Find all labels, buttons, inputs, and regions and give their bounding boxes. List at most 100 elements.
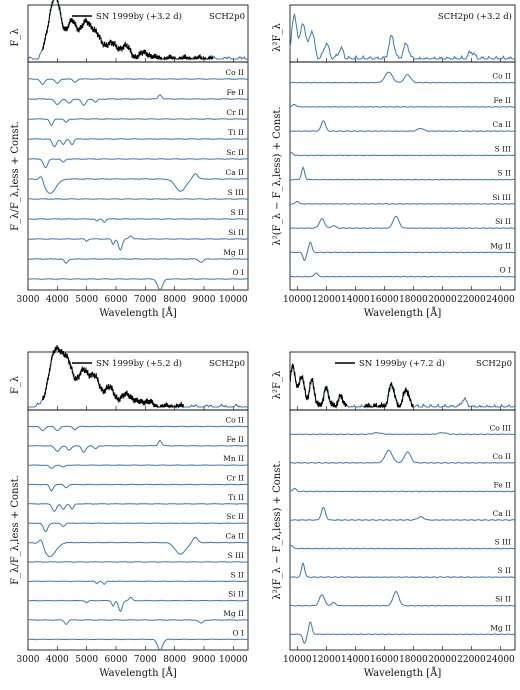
x-tick-label: 3000	[17, 295, 40, 305]
x-axis-label: Wavelength [Å]	[99, 667, 177, 679]
legend-model-label: SCH2p0	[209, 359, 245, 369]
ion-line	[289, 103, 515, 108]
x-tick-label: 4000	[46, 295, 69, 305]
x-tick-label: 9000	[193, 655, 216, 665]
ion-label: Si II	[495, 217, 511, 226]
ion-label: S II	[231, 570, 244, 579]
ion-label: O I	[500, 266, 512, 275]
bottom-axes-frame	[289, 61, 516, 291]
ion-line	[28, 638, 249, 651]
ion-line	[28, 580, 249, 585]
ion-label: Cr II	[226, 474, 244, 483]
legend-model-label: SCH2p0	[209, 12, 245, 22]
ion-line	[28, 596, 249, 612]
x-tick-label: 24000	[486, 295, 515, 305]
ion-label: S II	[231, 208, 244, 217]
ion-line	[289, 272, 515, 278]
x-axis-label: Wavelength [Å]	[364, 667, 442, 679]
x-tick-label: 5000	[75, 655, 98, 665]
ion-line	[289, 152, 515, 157]
ion-label: S II	[498, 169, 511, 178]
ion-label: Sc II	[226, 148, 244, 157]
legend-observed-label: SN 1999by (+3.2 d)	[96, 11, 182, 22]
ion-line	[27, 483, 248, 492]
ion-label: S III	[495, 144, 511, 153]
x-tick-label: 8000	[163, 655, 186, 665]
x-tick-label: 10000	[283, 655, 312, 665]
top-y-axis-label: F_λ	[10, 28, 21, 47]
x-tick-label: 7000	[134, 655, 157, 665]
x-tick-label: 4000	[46, 655, 69, 665]
observed-spectrum-line	[289, 363, 348, 409]
observed-spectrum-line	[364, 382, 414, 409]
top-y-axis-label: λ²F_λ	[272, 23, 283, 52]
legend-model-label: SCH2p0 (+3.2 d)	[438, 11, 512, 22]
x-tick-label: 20000	[428, 295, 457, 305]
model-spectrum-line	[28, 346, 249, 408]
x-tick-label: 14000	[341, 655, 370, 665]
bottom-y-axis-label: λ²(F_λ − F_λ,less) + Const.	[272, 460, 283, 599]
ion-line	[289, 561, 515, 579]
ion-line	[290, 431, 515, 436]
ion-line	[28, 94, 249, 106]
ion-line	[289, 506, 515, 522]
ion-label: Fe II	[226, 435, 244, 444]
ion-line	[27, 258, 249, 264]
legend: SCH2p0 (+3.2 d)	[438, 11, 512, 22]
ion-line	[27, 173, 249, 194]
ion-line	[27, 118, 249, 126]
x-tick-label: 18000	[399, 655, 428, 665]
ion-line	[290, 120, 515, 133]
ion-line	[289, 621, 515, 645]
x-axis-label: Wavelength [Å]	[99, 307, 177, 319]
ion-label: Ca II	[492, 509, 511, 518]
x-tick-label: 18000	[399, 295, 428, 305]
ion-label: Mg II	[223, 609, 244, 618]
ion-line	[28, 278, 248, 291]
x-tick-label: 8000	[163, 295, 186, 305]
ion-label: S III	[228, 551, 244, 560]
ion-line	[27, 439, 249, 453]
observed-spectrum-line	[42, 345, 184, 409]
legend-observed-label: SN 1999by (+5.2 d)	[96, 358, 182, 369]
x-tick-label: 22000	[457, 655, 486, 665]
ion-label: S II	[498, 566, 511, 575]
ion-label: Mg II	[490, 241, 511, 250]
bottom-y-axis-label: λ²(F_λ − F_λ,less) + Const.	[272, 106, 283, 245]
ion-line	[289, 71, 515, 84]
observed-spectrum-line	[42, 0, 214, 61]
x-tick-label: 3000	[17, 655, 40, 665]
bottom-axes-frame	[289, 409, 516, 651]
ion-line	[27, 536, 249, 558]
ion-label: Sc II	[226, 512, 244, 521]
x-tick-label: 22000	[457, 295, 486, 305]
x-tick-label: 20000	[428, 655, 457, 665]
ion-label: O I	[233, 628, 245, 637]
ion-label: Co II	[492, 452, 511, 461]
legend-model-label: SCH2p0	[476, 359, 512, 369]
ion-line	[27, 503, 249, 512]
bottom-axes-frame	[27, 409, 249, 651]
ion-line	[289, 590, 515, 607]
ion-line	[289, 200, 515, 205]
bottom-y-axis-label: F_λ/F_λ,less + Const.	[10, 475, 21, 585]
ion-line	[28, 218, 249, 223]
ion-line	[27, 78, 249, 86]
x-tick-label: 12000	[312, 655, 341, 665]
legend: SN 1999by (+5.2 d) SCH2p0	[72, 358, 245, 369]
ion-label: Ca II	[225, 168, 244, 177]
ion-label: Si II	[228, 228, 244, 237]
ion-label: Fe II	[493, 480, 511, 489]
x-tick-label: 12000	[312, 295, 341, 305]
x-tick-label: 6000	[105, 295, 128, 305]
ion-label: Si II	[495, 595, 511, 604]
x-tick-label: 16000	[370, 655, 399, 665]
panel-top-right: 10000 12000 14000 16000 18000 20000 22000 24000…	[272, 4, 516, 319]
ion-label: Fe II	[226, 88, 244, 97]
ion-line	[28, 425, 249, 432]
ion-line	[27, 619, 249, 625]
ion-line	[27, 138, 248, 148]
ion-label: Mn II	[223, 454, 244, 463]
x-tick-label: 10000	[283, 295, 312, 305]
ion-label: Ca II	[225, 532, 244, 541]
